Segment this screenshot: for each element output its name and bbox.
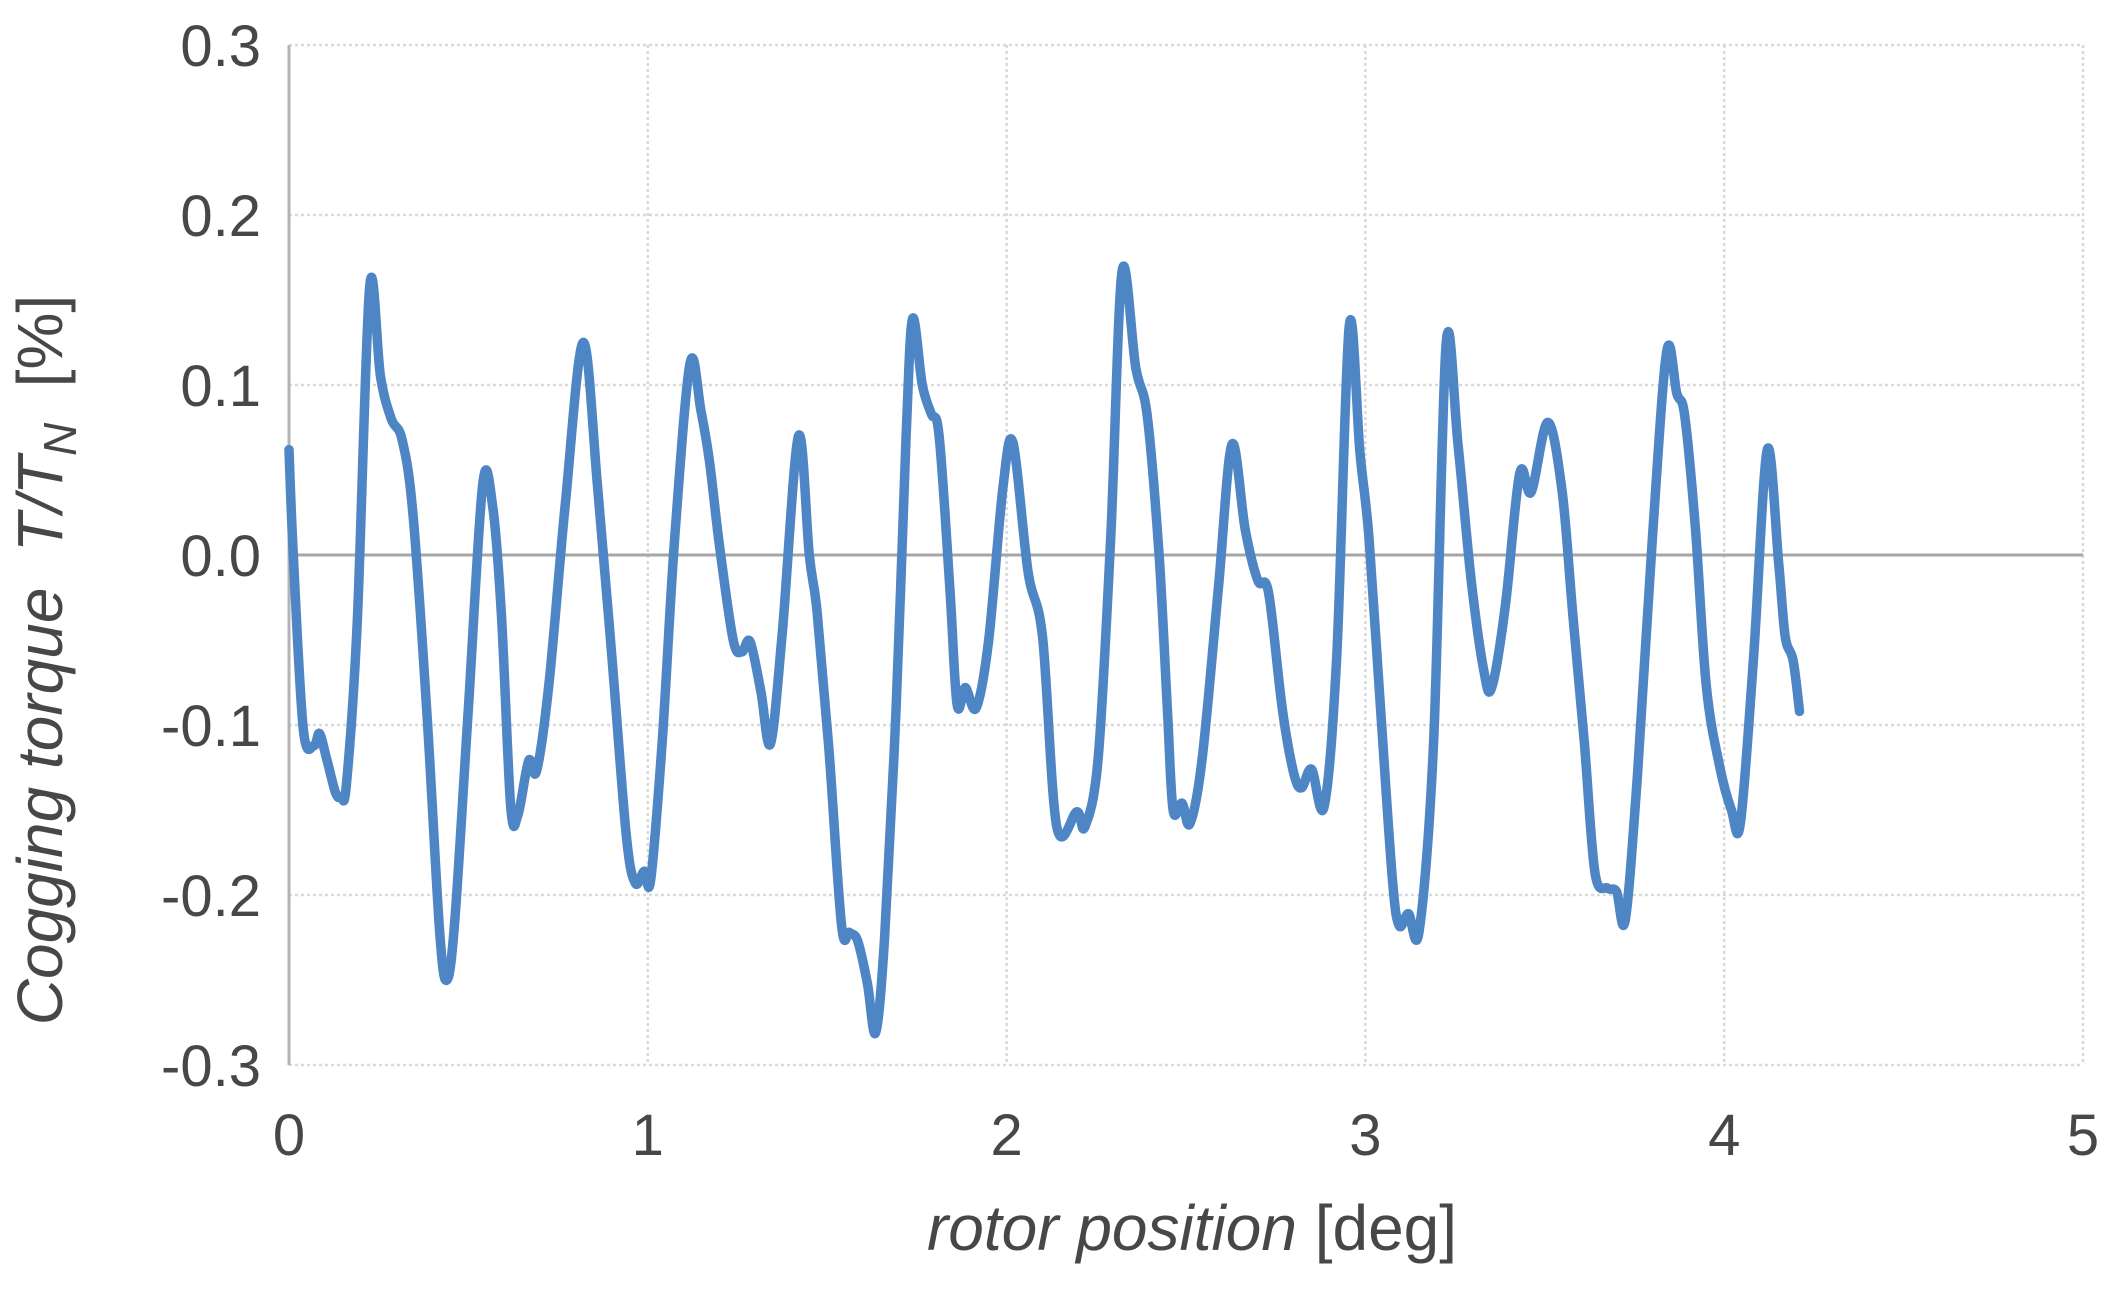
x-axis-title: rotor position [deg] [927, 1192, 1457, 1264]
y-axis-title: Cogging torque T/TN [%] [4, 295, 86, 1025]
x-tick-label: 2 [990, 1103, 1022, 1168]
data-series [284, 261, 1805, 1039]
y-tick-label: -0.3 [161, 1034, 261, 1099]
y-axis-title-main: Cogging torque [4, 552, 76, 1025]
y-tick-label: -0.1 [161, 694, 261, 759]
x-axis-title-unit: [deg] [1297, 1192, 1457, 1264]
x-tick-label: 0 [273, 1103, 305, 1168]
x-axis-title-main: rotor position [927, 1192, 1297, 1264]
tick-labels: 0.3 0.2 0.1 0.0 -0.1 -0.2 -0.30 1 2 3 4 5 [161, 14, 2099, 1168]
y-tick-label: 0.2 [180, 184, 261, 249]
data-series-line [284, 261, 1805, 1039]
x-tick-label: 4 [1708, 1103, 1740, 1168]
y-tick-label: 0.1 [180, 354, 261, 419]
x-tick-label: 5 [2067, 1103, 2099, 1168]
y-tick-label: 0.3 [180, 14, 261, 79]
y-axis-title-symbol: T/T [4, 452, 76, 552]
y-axis-title-subscript: N [34, 422, 86, 456]
y-tick-label: -0.2 [161, 864, 261, 929]
y-tick-label: 0.0 [180, 524, 261, 589]
x-tick-label: 1 [632, 1103, 664, 1168]
x-tick-label: 3 [1349, 1103, 1381, 1168]
y-axis-title-unit: [%] [4, 295, 76, 423]
